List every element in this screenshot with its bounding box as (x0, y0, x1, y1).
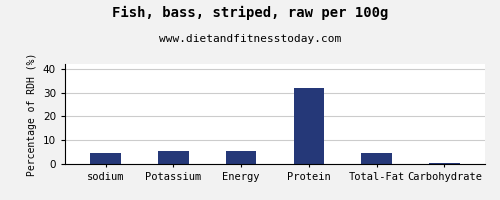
Bar (362, 153, 392, 164)
Bar (226, 151, 256, 164)
Bar (429, 163, 460, 164)
Bar (90, 153, 121, 164)
Text: Fish, bass, striped, raw per 100g: Fish, bass, striped, raw per 100g (112, 6, 388, 20)
Y-axis label: Percentage of RDH (%): Percentage of RDH (%) (28, 52, 38, 176)
Text: www.dietandfitnesstoday.com: www.dietandfitnesstoday.com (159, 34, 341, 44)
Bar (158, 151, 188, 164)
Bar (294, 88, 324, 164)
